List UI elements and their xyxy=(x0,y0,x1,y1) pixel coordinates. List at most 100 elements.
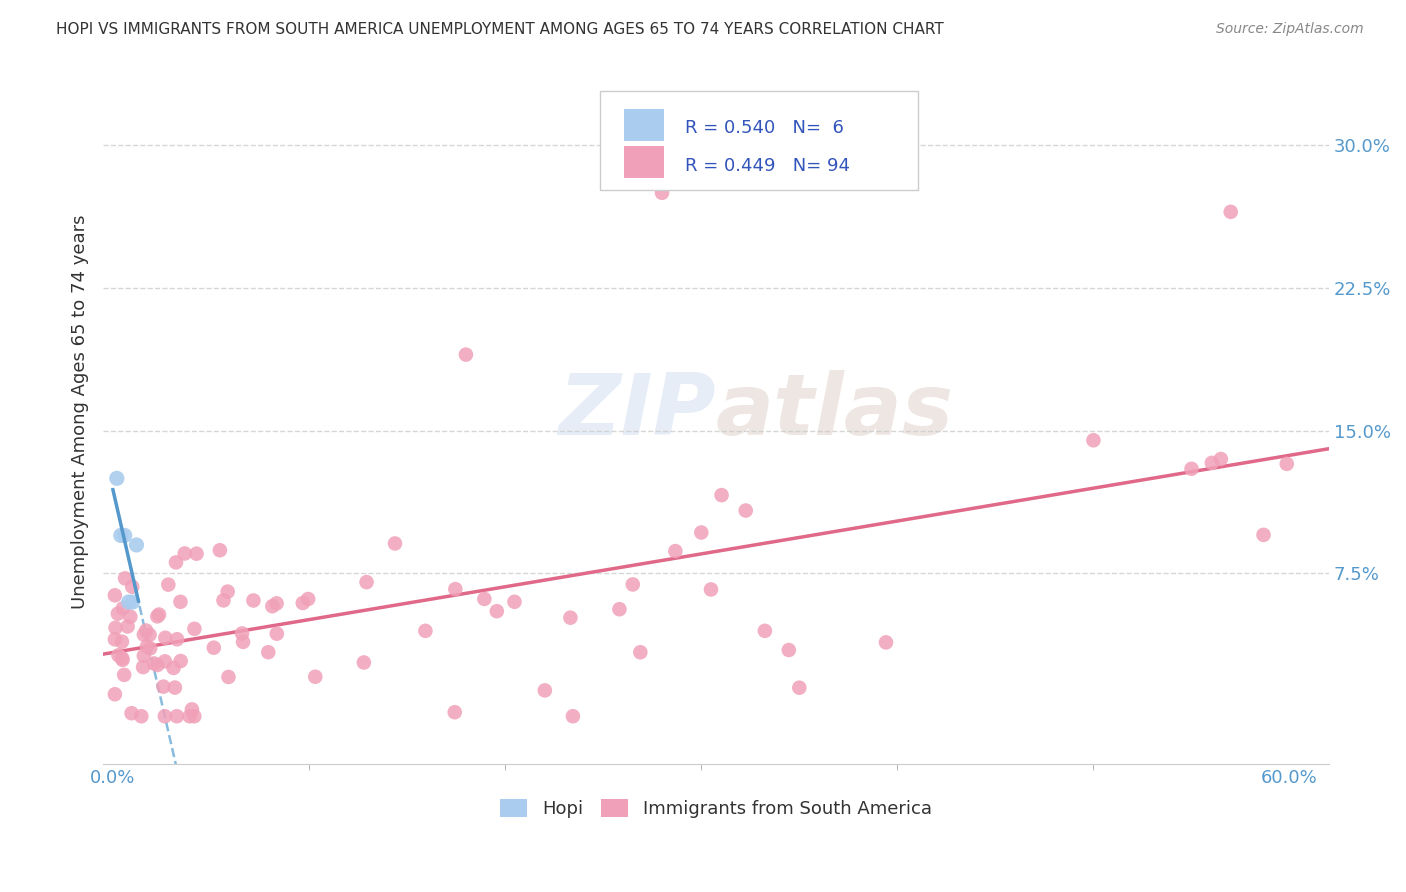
Point xyxy=(560,610,582,624)
Point xyxy=(112,668,135,682)
Point xyxy=(146,658,169,673)
Point xyxy=(443,705,465,719)
Point xyxy=(242,593,264,607)
Point xyxy=(135,624,157,638)
Point xyxy=(266,626,288,640)
Point xyxy=(202,640,225,655)
Point xyxy=(353,656,375,670)
Point xyxy=(120,609,142,624)
Point xyxy=(179,709,201,723)
Point xyxy=(132,660,155,674)
Point xyxy=(485,604,508,618)
Point xyxy=(163,681,186,695)
Point xyxy=(152,680,174,694)
Bar xyxy=(624,109,665,141)
Text: R = 0.449   N= 94: R = 0.449 N= 94 xyxy=(685,157,851,175)
Text: R = 0.540   N=  6: R = 0.540 N= 6 xyxy=(685,120,844,137)
Point xyxy=(132,648,155,663)
Point xyxy=(155,631,177,645)
Legend: Hopi, Immigrants from South America: Hopi, Immigrants from South America xyxy=(494,791,939,825)
Point xyxy=(217,584,239,599)
Point xyxy=(304,670,326,684)
Point xyxy=(734,503,756,517)
Point xyxy=(232,635,254,649)
Point xyxy=(107,607,129,621)
Point xyxy=(105,471,128,485)
Point xyxy=(111,653,134,667)
Point xyxy=(183,622,205,636)
Point xyxy=(136,640,159,654)
Point xyxy=(186,547,208,561)
Point xyxy=(609,602,631,616)
Point xyxy=(107,648,129,663)
Point xyxy=(110,528,132,542)
Point xyxy=(208,543,231,558)
Point xyxy=(146,609,169,624)
Point xyxy=(218,670,240,684)
Point xyxy=(415,624,437,638)
Point xyxy=(166,709,188,723)
Point xyxy=(257,645,280,659)
Point xyxy=(131,709,153,723)
Point xyxy=(628,645,651,659)
Point xyxy=(787,681,810,695)
Point xyxy=(114,528,136,542)
Point xyxy=(111,634,134,648)
Point xyxy=(231,626,253,640)
Point xyxy=(472,591,495,606)
Point xyxy=(664,544,686,558)
Point xyxy=(1275,457,1298,471)
Point xyxy=(262,599,284,614)
Text: HOPI VS IMMIGRANTS FROM SOUTH AMERICA UNEMPLOYMENT AMONG AGES 65 TO 74 YEARS COR: HOPI VS IMMIGRANTS FROM SOUTH AMERICA UN… xyxy=(56,22,943,37)
Point xyxy=(169,595,191,609)
Point xyxy=(651,186,673,200)
Text: ZIP: ZIP xyxy=(558,370,716,453)
FancyBboxPatch shape xyxy=(599,91,918,190)
Bar xyxy=(624,146,665,178)
Point xyxy=(121,580,143,594)
Point xyxy=(710,488,733,502)
Point xyxy=(754,624,776,638)
Point xyxy=(104,632,127,647)
Point xyxy=(143,657,166,671)
Point xyxy=(125,538,148,552)
Point xyxy=(170,654,193,668)
Point xyxy=(384,536,406,550)
Point xyxy=(1201,456,1223,470)
Point xyxy=(104,588,127,602)
Point xyxy=(181,702,204,716)
Text: Source: ZipAtlas.com: Source: ZipAtlas.com xyxy=(1216,22,1364,37)
Point xyxy=(132,628,155,642)
Point xyxy=(162,661,184,675)
Point xyxy=(356,575,378,590)
Text: atlas: atlas xyxy=(716,370,955,453)
Point xyxy=(111,601,134,615)
Point xyxy=(157,577,180,591)
Point xyxy=(561,709,583,723)
Point xyxy=(183,709,205,723)
Point xyxy=(266,596,288,610)
Point xyxy=(875,635,897,649)
Point xyxy=(778,643,800,657)
Point xyxy=(212,593,235,607)
Point xyxy=(148,607,170,622)
Point xyxy=(291,596,314,610)
Point xyxy=(139,641,162,656)
Point xyxy=(166,632,188,647)
Point xyxy=(173,547,195,561)
Point xyxy=(153,709,176,723)
Point xyxy=(104,687,127,701)
Point xyxy=(104,621,127,635)
Point xyxy=(117,595,139,609)
Point xyxy=(138,628,160,642)
Point xyxy=(297,592,319,607)
Point xyxy=(114,571,136,585)
Point xyxy=(111,651,134,665)
Point xyxy=(690,525,713,540)
Point xyxy=(621,577,644,591)
Point xyxy=(534,683,557,698)
Point xyxy=(165,555,187,569)
Point xyxy=(444,582,467,596)
Point xyxy=(153,654,176,668)
Point xyxy=(700,582,723,597)
